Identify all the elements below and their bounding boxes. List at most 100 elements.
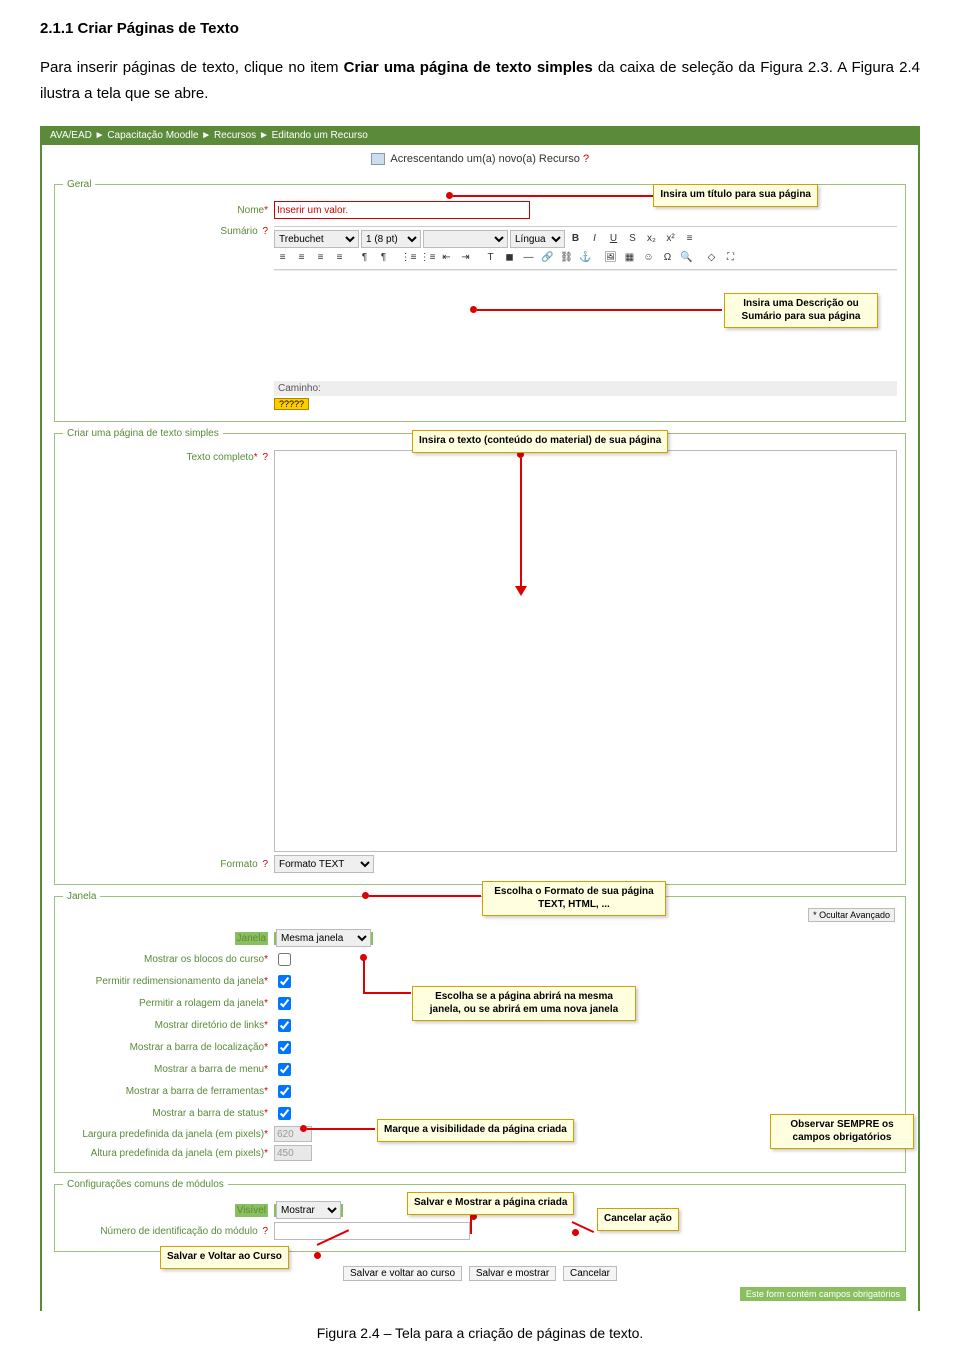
- label-opt: Mostrar a barra de ferramentas: [126, 1086, 264, 1097]
- checkbox-opt[interactable]: [278, 1063, 291, 1076]
- intro-bold: Criar uma página de texto simples: [344, 59, 593, 76]
- legend-janela: Janela: [63, 891, 100, 902]
- align-left-icon[interactable]: ≡: [274, 250, 291, 266]
- nome-input[interactable]: [274, 201, 530, 219]
- lang-select[interactable]: Língua: [510, 230, 565, 248]
- callout-line: [363, 957, 365, 992]
- link-icon[interactable]: 🔗: [539, 250, 556, 266]
- unlink-icon[interactable]: ⛓: [558, 250, 575, 266]
- fieldset-criar: Criar uma página de texto simples Texto …: [54, 428, 906, 885]
- help-icon[interactable]: ?: [262, 226, 268, 237]
- screenshot-container: AVA/EAD ► Capacitação Moodle ► Recursos …: [40, 126, 920, 1311]
- cancelar-button[interactable]: Cancelar: [563, 1266, 617, 1281]
- help-icon[interactable]: ?: [262, 1226, 268, 1237]
- callout-dot: [362, 892, 369, 899]
- callout-visibilidade: Marque a visibilidade da página criada: [377, 1119, 574, 1142]
- indent-icon[interactable]: ⇥: [457, 250, 474, 266]
- checkbox-opt[interactable]: [278, 1085, 291, 1098]
- callout-titulo: Insira um título para sua página: [653, 184, 818, 207]
- hide-advanced-button[interactable]: * Ocultar Avançado: [808, 908, 895, 922]
- legend-criar: Criar uma página de texto simples: [63, 428, 223, 439]
- clean-icon[interactable]: ≡: [681, 231, 698, 247]
- checkbox-opt[interactable]: [278, 953, 291, 966]
- table-icon[interactable]: ▦: [621, 250, 638, 266]
- callout-dot: [446, 192, 453, 199]
- size-select[interactable]: 1 (8 pt): [361, 230, 421, 248]
- checkbox-opt[interactable]: [278, 1107, 291, 1120]
- label-nome: Nome*: [63, 205, 274, 216]
- callout-descricao: Insira uma Descrição ou Sumário para sua…: [724, 293, 878, 328]
- path-body-button[interactable]: ?????: [274, 398, 309, 410]
- checkbox-opt[interactable]: [278, 1019, 291, 1032]
- bold-icon[interactable]: B: [567, 231, 584, 247]
- label-visivel-text: Visível: [235, 1204, 268, 1217]
- row-texto: Texto completo* ?: [63, 450, 897, 852]
- texto-completo-textarea[interactable]: [274, 450, 897, 852]
- fieldset-comuns: Configurações comuns de módulos Visível …: [54, 1179, 906, 1252]
- search-icon[interactable]: 🔍: [678, 250, 695, 266]
- callout-dot: [572, 1229, 579, 1236]
- help-icon[interactable]: ?: [262, 859, 268, 870]
- required-star: *: [254, 452, 258, 463]
- figure-caption: Figura 2.4 – Tela para a criação de pági…: [40, 1325, 920, 1341]
- callout-conteudo: Insira o texto (conteúdo do material) de…: [412, 430, 668, 453]
- smiley-icon[interactable]: ☺: [640, 250, 657, 266]
- callout-dot: [300, 1125, 307, 1132]
- janela-select[interactable]: Mesma janela: [276, 929, 371, 947]
- checkbox-opt[interactable]: [278, 1041, 291, 1054]
- label-opt: Mostrar a barra de localização: [130, 1042, 265, 1053]
- textcolor-icon[interactable]: T: [482, 250, 499, 266]
- rtl-icon[interactable]: ¶: [375, 250, 392, 266]
- style-select[interactable]: [423, 230, 508, 248]
- ltr-icon[interactable]: ¶: [356, 250, 373, 266]
- help-icon[interactable]: ?: [583, 153, 589, 165]
- source-icon[interactable]: ◇: [703, 250, 720, 266]
- path-bar: Caminho:: [274, 381, 897, 396]
- numero-input[interactable]: [274, 1222, 470, 1240]
- salvar-voltar-button[interactable]: Salvar e voltar ao curso: [343, 1266, 462, 1281]
- visivel-select[interactable]: Mostrar: [276, 1201, 341, 1219]
- janela-select-wrap: Mesma janela: [274, 932, 373, 945]
- italic-icon[interactable]: I: [586, 231, 603, 247]
- ctrl-texto: [274, 450, 897, 852]
- callout-obrigatorios: Observar SEMPRE os campos obrigatórios: [770, 1114, 914, 1149]
- outdent-icon[interactable]: ⇤: [438, 250, 455, 266]
- image-icon[interactable]: 🖼: [602, 250, 619, 266]
- hr-icon[interactable]: —: [520, 250, 537, 266]
- callout-salvar-voltar: Salvar e Voltar ao Curso: [160, 1246, 289, 1269]
- ulist-icon[interactable]: ⋮≡: [419, 250, 436, 266]
- align-right-icon[interactable]: ≡: [312, 250, 329, 266]
- align-center-icon[interactable]: ≡: [293, 250, 310, 266]
- underline-icon[interactable]: U: [605, 231, 622, 247]
- checkbox-opt[interactable]: [278, 975, 291, 988]
- arrowhead-icon: [515, 586, 527, 596]
- strike-icon[interactable]: S: [624, 231, 641, 247]
- editor-toolbar: Trebuchet 1 (8 pt) Língua B I U S x₂ x² …: [274, 226, 897, 270]
- bgcolor-icon[interactable]: ◼: [501, 250, 518, 266]
- font-select[interactable]: Trebuchet: [274, 230, 359, 248]
- anchor-icon[interactable]: ⚓: [577, 250, 594, 266]
- checkbox-opt[interactable]: [278, 997, 291, 1010]
- toolbar-line-1: Trebuchet 1 (8 pt) Língua B I U S x₂ x² …: [274, 229, 897, 249]
- callout-line: [369, 895, 481, 897]
- label-sumario: Sumário ?: [63, 222, 274, 237]
- formato-select[interactable]: Formato TEXT: [274, 855, 374, 873]
- sup-icon[interactable]: x²: [662, 231, 679, 247]
- legend-geral: Geral: [63, 179, 95, 190]
- char-icon[interactable]: Ω: [659, 250, 676, 266]
- ctrl-visivel: Mostrar: [274, 1201, 897, 1219]
- callout-janela: Escolha se a página abrirá na mesma jane…: [412, 986, 636, 1021]
- section-title: 2.1.1 Criar Páginas de Texto: [40, 20, 920, 37]
- olist-icon[interactable]: ⋮≡: [400, 250, 417, 266]
- label-opt: Mostrar a barra de menu: [154, 1064, 264, 1075]
- label-texto-text: Texto completo: [186, 452, 253, 463]
- sub-icon[interactable]: x₂: [643, 231, 660, 247]
- salvar-mostrar-button[interactable]: Salvar e mostrar: [469, 1266, 556, 1281]
- fullscreen-icon[interactable]: ⛶: [722, 250, 739, 266]
- row-opt-6: Mostrar a barra de ferramentas*: [63, 1082, 897, 1101]
- align-justify-icon[interactable]: ≡: [331, 250, 348, 266]
- altura-input[interactable]: [274, 1145, 312, 1161]
- help-icon[interactable]: ?: [262, 452, 268, 463]
- label-janela: Janela: [63, 933, 274, 944]
- label-largura: Largura predefinida da janela (em pixels…: [82, 1129, 264, 1140]
